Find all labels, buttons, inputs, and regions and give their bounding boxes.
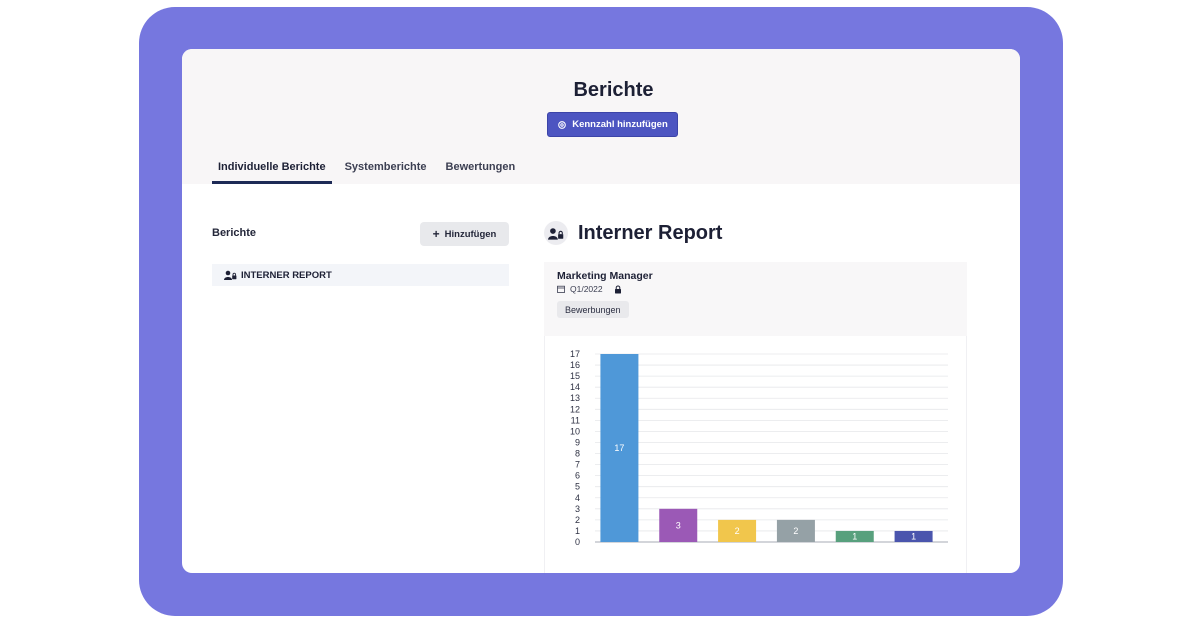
card-period: Q1/2022 [570,284,603,294]
report-header: Interner Report [544,221,722,245]
add-metric-label: Kennzahl hinzufügen [572,119,668,130]
y-tick-label: 13 [570,393,580,403]
sidebar-item-label: INTERNER REPORT [241,269,332,281]
y-tick-label: 8 [575,449,580,459]
bar-data-label: 17 [614,443,624,453]
bar[interactable] [659,508,698,542]
y-tick-label: 1 [575,526,580,536]
bar[interactable] [894,530,933,542]
add-metric-button[interactable]: Kennzahl hinzufügen [547,112,678,137]
lock-icon [614,285,621,293]
y-tick-label: 6 [575,471,580,481]
y-tick-label: 15 [570,371,580,381]
add-report-label: Hinzufügen [444,228,497,240]
bar-data-label: 2 [735,526,740,536]
sidebar-item-internal-report[interactable]: INTERNER REPORT [212,264,509,286]
y-tick-label: 3 [575,504,580,514]
y-tick-label: 2 [575,515,580,525]
bar-data-label: 1 [852,531,857,541]
tab-individual-reports[interactable]: Individuelle Berichte [212,159,332,184]
y-tick-label: 0 [575,537,580,547]
calendar-icon [557,285,565,293]
gear-icon [558,120,567,129]
page-header: Berichte Kennzahl hinzufügen Individuell… [182,49,1020,184]
reports-heading: Berichte [212,227,257,239]
y-tick-label: 5 [575,482,580,492]
report-icon-badge [544,221,568,245]
bar-data-label: 3 [676,520,681,530]
app-screen: Berichte Kennzahl hinzufügen Individuell… [182,49,1020,573]
bar[interactable] [776,519,815,542]
bar-data-label: 1 [911,531,916,541]
y-tick-label: 11 [571,415,580,425]
user-lock-icon [224,270,237,280]
y-tick-label: 14 [570,382,580,392]
tab-system-reports[interactable]: Systemberichte [344,161,427,173]
add-report-button[interactable]: + Hinzufügen [420,222,509,246]
user-lock-icon [548,227,564,240]
plus-icon: + [432,227,440,241]
tab-bar: Individuelle Berichte Systemberichte Bew… [212,159,528,184]
bar[interactable] [600,354,639,542]
y-tick-label: 9 [575,437,580,447]
bar-data-label: 2 [793,526,798,536]
page-title: Berichte [573,79,654,101]
tab-ratings[interactable]: Bewertungen [445,161,516,173]
y-tick-label: 12 [570,404,580,414]
y-tick-label: 17 [570,349,580,359]
y-tick-label: 16 [570,360,580,370]
y-tick-label: 7 [575,460,580,470]
report-title: Interner Report [578,221,723,244]
card-tag: Bewerbungen [557,301,629,318]
bar[interactable] [718,519,757,542]
y-tick-label: 4 [575,493,580,503]
bar[interactable] [835,530,874,542]
card-meta: Q1/2022 [557,284,622,294]
card-title: Marketing Manager [557,270,653,282]
report-card-header: Marketing Manager Q1/2022 Bewerbungen [544,262,967,336]
y-tick-label: 10 [570,426,580,436]
bar-chart: 0 1 2 3 4 5 6 7 8 9 10 11 12 13 14 15 16 17 17 3 2 2 1 1 [544,336,967,573]
